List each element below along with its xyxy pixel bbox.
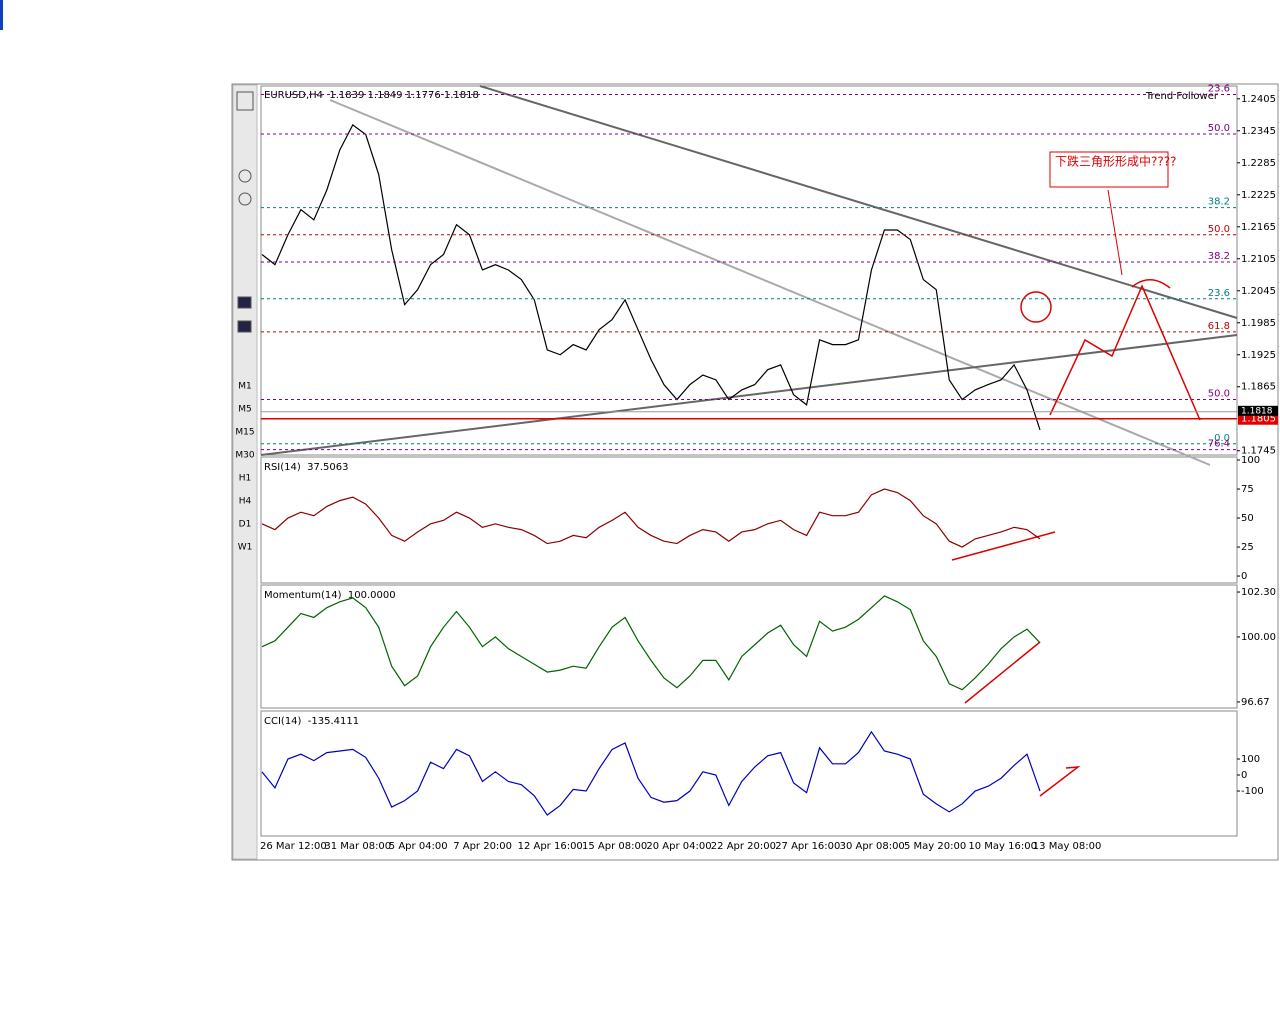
trend-line [329, 99, 1211, 466]
plot-frames [260, 85, 1238, 837]
y-tick-label: 1.1745 [1241, 446, 1276, 457]
indicator-name: Trend Follower [1145, 91, 1219, 102]
x-tick-label: 13 May 08:00 [1033, 841, 1102, 852]
fib-label: 23.6 [1208, 288, 1230, 299]
y-tick-label: -100 [1241, 786, 1264, 797]
tool-cursor[interactable] [236, 91, 254, 111]
timeframe-button[interactable]: H4 [239, 497, 252, 507]
x-tick-label: 10 May 16:00 [968, 841, 1037, 852]
price-box-label: 1.1805 [1241, 414, 1276, 425]
timeframe-button[interactable]: M5 [238, 405, 252, 415]
momentum-frame [260, 584, 1238, 709]
trend-line [260, 334, 1238, 456]
fib-label: 50.0 [1208, 123, 1230, 134]
rsi-frame [260, 456, 1238, 584]
timeframe-button[interactable]: D1 [239, 520, 252, 530]
bid-box [1238, 405, 1278, 416]
momentum-line [261, 595, 1041, 691]
timeframe-button[interactable]: M15 [235, 428, 254, 438]
y-tick-label: 50 [1241, 513, 1254, 524]
momentum-divergence [964, 641, 1041, 704]
y-tick-label: 100.00 [1241, 632, 1276, 643]
x-tick-label: 31 Mar 08:00 [324, 841, 391, 852]
rsi-line [261, 488, 1041, 548]
template-icon[interactable] [237, 296, 252, 309]
x-tick-label: 15 Apr 08:00 [582, 841, 647, 852]
y-tick-label: 1.1985 [1241, 318, 1276, 329]
timeframe-button[interactable]: M30 [235, 451, 254, 461]
y-tick-label: 1.2285 [1241, 158, 1276, 169]
fib-label: 50.0 [1208, 389, 1230, 400]
indicator-title: CCI(14) -135.4111 [264, 716, 359, 727]
fib-label: 38.2 [1208, 251, 1230, 262]
timeframe-button[interactable]: W1 [238, 543, 253, 553]
zoom-in[interactable] [238, 169, 252, 183]
x-tick-label: 22 Apr 20:00 [711, 841, 776, 852]
x-tick-label: 20 Apr 04:00 [646, 841, 711, 852]
y-tick-label: 1.1865 [1241, 382, 1276, 393]
y-tick-label: 25 [1241, 542, 1254, 553]
fib-label: 23.6 [1208, 84, 1230, 95]
price_panel-line [261, 124, 1041, 431]
x-tick-label: 12 Apr 16:00 [518, 841, 583, 852]
timeframe-button[interactable]: H1 [239, 474, 252, 484]
annotations [951, 151, 1201, 797]
symbol-info: EURUSD,H4 1.1839 1.1849 1.1776 1.1818 [264, 90, 479, 101]
x-tick-label: 7 Apr 20:00 [453, 841, 512, 852]
fib-label: 0.0 [1214, 433, 1230, 444]
trend-lines [260, 85, 1238, 466]
y-tick-label: 100 [1241, 754, 1260, 765]
fib-label: 50.0 [1208, 224, 1230, 235]
y-tick-label: 1.2165 [1241, 222, 1276, 233]
fib-label: 61.8 [1208, 321, 1230, 332]
x-tick-label: 27 Apr 16:00 [775, 841, 840, 852]
fib-label: 38.2 [1208, 197, 1230, 208]
y-tick-label: 0 [1241, 571, 1247, 582]
y-tick-label: 75 [1241, 484, 1254, 495]
path-sketch [1049, 284, 1201, 421]
note-box [1049, 151, 1169, 188]
x-tick-label: 5 Apr 04:00 [389, 841, 448, 852]
tool-icons [236, 91, 254, 333]
indicator-title: RSI(14) 37.5063 [264, 462, 348, 473]
cci-arrow [1039, 766, 1081, 797]
timeframe-button[interactable]: M1 [238, 382, 252, 392]
y-tick-label: 0 [1241, 770, 1247, 781]
annotation-text: 下跌三角形形成中???? [1055, 154, 1176, 169]
edge-marker [0, 0, 3, 30]
note-arrow [1107, 189, 1123, 276]
x-tick-label: 30 Apr 08:00 [840, 841, 905, 852]
bid-box-label: 1.1818 [1241, 406, 1273, 416]
trend-line [479, 85, 1238, 319]
y-tick-label: 1.2345 [1241, 126, 1276, 137]
y-tick-label: 1.2225 [1241, 190, 1276, 201]
x-tick-label: 5 May 20:00 [904, 841, 966, 852]
cci-line [261, 730, 1041, 816]
arc-mark [1131, 279, 1171, 289]
price-frame [260, 85, 1238, 456]
toolbar [232, 84, 258, 860]
circle-mark [1020, 291, 1052, 323]
fib-label: 76.4 [1208, 439, 1230, 450]
y-tick-label: 1.1925 [1241, 350, 1276, 361]
y-tick-label: 100 [1241, 455, 1260, 466]
y-tick-label: 96.67 [1241, 697, 1270, 708]
y-tick-label: 102.30 [1241, 587, 1276, 598]
zoom-out[interactable] [238, 192, 252, 206]
y-tick-label: 1.2045 [1241, 286, 1276, 297]
template-icon[interactable] [237, 320, 252, 333]
x-tick-label: 26 Mar 12:00 [260, 841, 327, 852]
y-tick-label: 1.2105 [1241, 254, 1276, 265]
indicator-title: Momentum(14) 100.0000 [264, 590, 396, 601]
y-tick-label: 1.2405 [1241, 94, 1276, 105]
